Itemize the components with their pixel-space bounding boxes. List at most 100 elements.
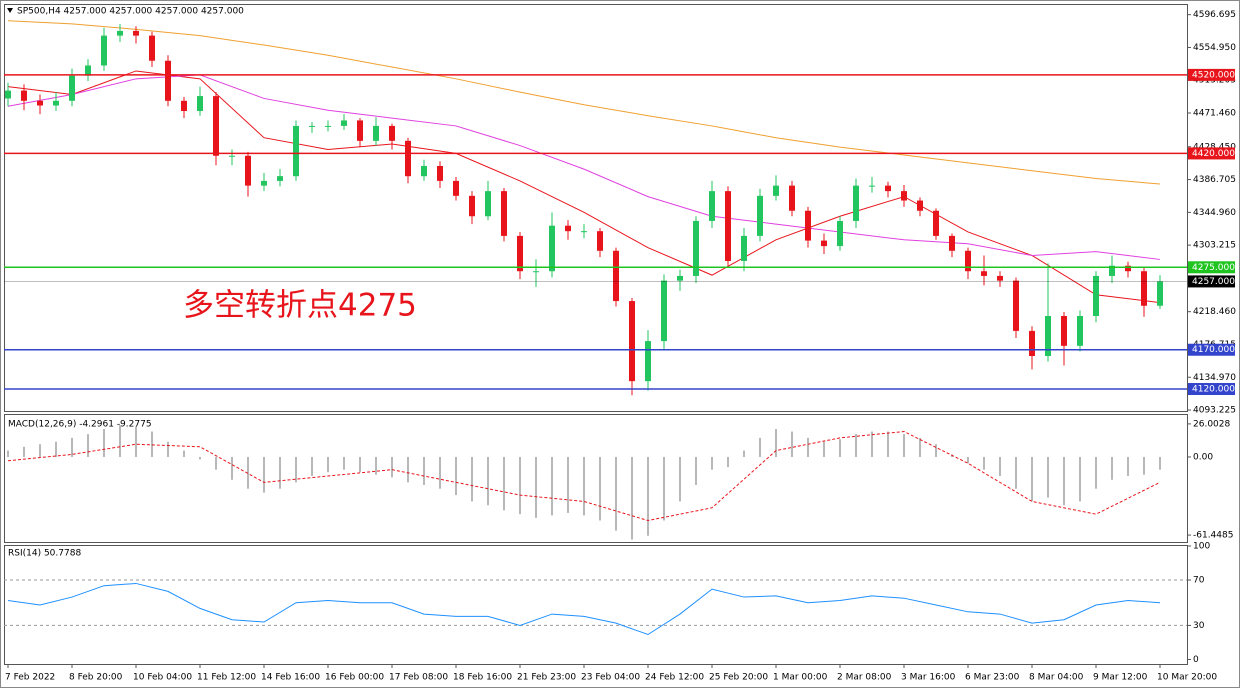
level-label: 4257.000 [1192, 277, 1235, 287]
candle-body [5, 90, 11, 99]
x-tick-label: 25 Feb 20:00 [709, 673, 768, 683]
candle-body [229, 155, 235, 157]
candle-body [693, 220, 699, 276]
candle-body [517, 235, 523, 272]
x-tick-label: 17 Feb 08:00 [389, 673, 448, 683]
candle-body [901, 191, 907, 201]
candle-body [933, 210, 939, 236]
candle-body [53, 100, 59, 106]
y-tick-label: 4344.960 [1193, 208, 1236, 218]
level-label: 4275.000 [1192, 263, 1235, 273]
rsi-title: RSI(14) 50.7788 [8, 549, 81, 559]
candle-body [245, 155, 251, 186]
y-tick-label: 26.0028 [1193, 419, 1230, 429]
candle-body [549, 225, 555, 272]
annotation: 多空转折点4275 [183, 288, 417, 324]
level-tag [1188, 147, 1235, 160]
y-tick-label: 4554.950 [1193, 43, 1236, 53]
candle-body [629, 301, 635, 382]
x-tick-label: 7 Feb 2022 [5, 673, 55, 683]
y-tick-label: 30 [1193, 621, 1205, 631]
level-label: 4120.000 [1192, 385, 1235, 395]
menu-icon [7, 8, 13, 13]
x-tick-label: 2 Mar 08:00 [837, 673, 892, 683]
x-tick-label: 1 Mar 00:00 [773, 673, 828, 683]
candle-body [1141, 271, 1147, 306]
candle-body [325, 125, 331, 127]
candle-body [213, 96, 219, 156]
candle-body [405, 140, 411, 177]
candle-body [117, 30, 123, 36]
candle-body [389, 125, 395, 141]
level-tag [1188, 343, 1235, 356]
y-tick-label: 70 [1193, 576, 1205, 586]
level-tag [1188, 261, 1235, 274]
level-tag [1188, 275, 1235, 288]
candle-body [1157, 281, 1163, 306]
x-tick-label: 11 Feb 12:00 [197, 673, 256, 683]
candle-body [789, 185, 795, 211]
candle-body [1093, 275, 1099, 316]
x-tick-label: 10 Mar 20:00 [1157, 673, 1217, 683]
candle-body [1045, 315, 1051, 357]
candle-body [165, 60, 171, 101]
candle-body [869, 185, 875, 187]
candle-body [1013, 280, 1019, 331]
indicator-line [7, 582, 1161, 636]
level-tag [1188, 383, 1235, 396]
candle-body [1125, 265, 1131, 272]
candle-body [821, 240, 827, 247]
candle-body [533, 271, 539, 273]
y-tick-label: 4428.450 [1193, 142, 1236, 152]
candle-body [805, 210, 811, 241]
y-tick-label: 4596.695 [1193, 10, 1236, 20]
level-label: 4420.000 [1192, 149, 1235, 159]
indicator-line [7, 20, 1161, 185]
main-pane [4, 4, 1188, 412]
x-tick-label: 8 Mar 04:00 [1029, 673, 1084, 683]
y-tick-label: 4134.970 [1193, 373, 1236, 383]
candle-body [453, 180, 459, 196]
x-tick-label: 18 Feb 16:00 [453, 673, 512, 683]
candle-body [197, 96, 203, 112]
candle-body [677, 275, 683, 281]
candle-body [501, 191, 507, 236]
y-tick-label: -61.4485 [1193, 531, 1233, 541]
candle-body [437, 165, 443, 181]
level-label: 4170.000 [1192, 345, 1235, 355]
candle-body [997, 275, 1003, 281]
candle-body [485, 191, 491, 217]
y-tick-label: 0.00 [1193, 452, 1213, 462]
candle-body [101, 35, 107, 66]
x-tick-label: 23 Feb 04:00 [581, 673, 640, 683]
candle-body [181, 100, 187, 112]
candle-body [661, 280, 667, 342]
candle-body [581, 231, 587, 233]
indicator-line [7, 70, 1161, 304]
candle-body [709, 191, 715, 221]
y-tick-label: 4093.225 [1193, 406, 1236, 416]
chart-title: SP500,H4 4257.000 4257.000 4257.000 4257… [17, 7, 244, 17]
y-tick-label: 4218.460 [1193, 307, 1236, 317]
y-tick-label: 100 [1193, 542, 1210, 552]
x-tick-label: 9 Mar 12:00 [1093, 673, 1148, 683]
macd-pane [4, 414, 1188, 543]
candle-body [853, 185, 859, 221]
candle-body [373, 125, 379, 141]
candle-body [837, 220, 843, 247]
level-label: 4520.000 [1192, 70, 1235, 80]
x-tick-label: 3 Mar 16:00 [901, 673, 956, 683]
candle-body [965, 250, 971, 272]
y-tick-label: 0 [1193, 655, 1199, 665]
x-tick-label: 10 Feb 04:00 [133, 673, 192, 683]
y-tick-label: 4386.705 [1193, 175, 1236, 185]
candle-body [757, 195, 763, 236]
candle-body [149, 35, 155, 61]
candle-body [613, 250, 619, 302]
y-tick-label: 4471.460 [1193, 109, 1236, 119]
x-tick-label: 16 Feb 00:00 [325, 673, 384, 683]
macd-title: MACD(12,26,9) -4.2961 -9.2775 [8, 420, 152, 430]
candle-body [725, 191, 731, 262]
